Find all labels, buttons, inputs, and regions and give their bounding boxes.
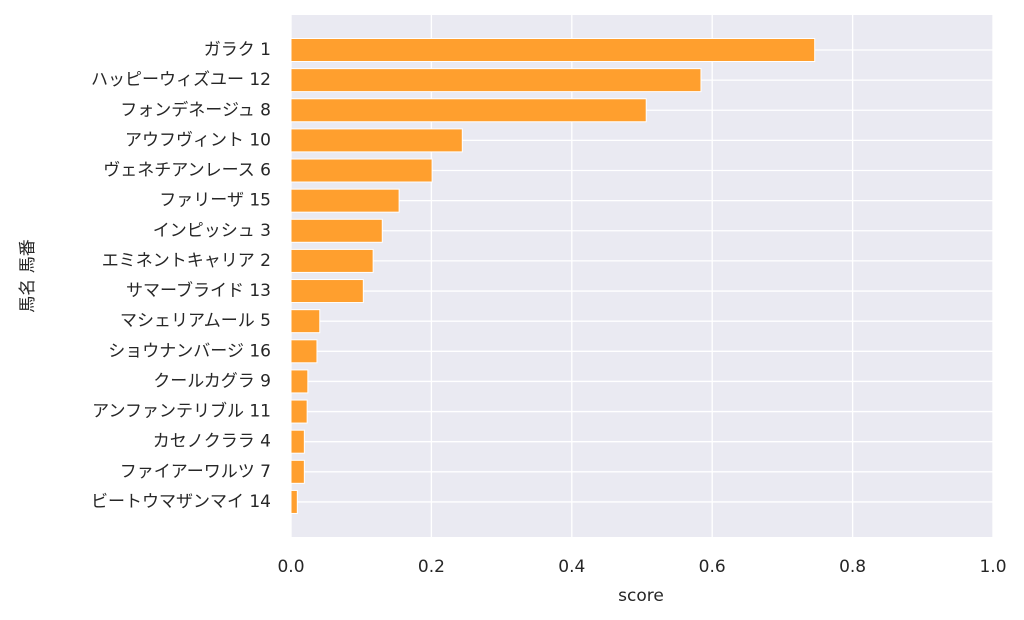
bar [290, 459, 305, 484]
y-tick-label: ビートウマザンマイ 14 [91, 492, 271, 512]
y-tick-label: ヴェネチアンレース 6 [103, 161, 271, 181]
y-tick-label: フォンデネージュ 8 [120, 99, 271, 120]
bar [290, 429, 305, 454]
y-tick-label: ガラク 1 [204, 40, 271, 60]
y-tick-label: インピッシュ 3 [153, 221, 271, 241]
y-tick-label: ハッピーウィズユー 12 [91, 70, 271, 90]
plot-background [291, 15, 993, 537]
bar [290, 309, 321, 334]
y-tick-label: マシェリアムール 5 [120, 311, 271, 331]
y-tick-label: エミネントキャリア 2 [102, 251, 271, 271]
y-tick-label: ファリーザ 15 [159, 191, 271, 211]
y-tick-label: カセノクララ 4 [153, 432, 271, 452]
bar [290, 188, 400, 213]
y-axis-label: 馬名 馬番 [18, 239, 38, 312]
x-tick-label: 0.4 [558, 557, 585, 577]
y-tick-label: ファイアーワルツ 7 [120, 462, 271, 482]
x-tick-label: 0.6 [699, 557, 726, 577]
y-tick-label: クールカグラ 9 [153, 371, 271, 391]
y-tick-label: アンファンテリブル 11 [92, 401, 271, 422]
bar [290, 68, 702, 93]
x-tick-label: 0.0 [277, 557, 304, 577]
x-tick-label: 1.0 [979, 557, 1006, 577]
bar [290, 279, 364, 304]
bar [290, 248, 374, 273]
bar [290, 339, 318, 364]
x-tick-label: 0.8 [839, 557, 866, 577]
bar [290, 369, 309, 394]
bar [290, 38, 816, 62]
bar [290, 158, 433, 183]
bar [290, 98, 647, 123]
bar [290, 399, 308, 424]
x-axis-label: score [618, 586, 664, 606]
bar [290, 218, 383, 243]
y-tick-label: サマーブライド 13 [126, 280, 271, 301]
bar [290, 128, 463, 153]
y-tick-label: アウフヴィント 10 [125, 130, 271, 150]
y-tick-label: ショウナンバージ 16 [108, 341, 271, 361]
x-tick-label: 0.2 [418, 557, 445, 577]
bar [290, 489, 298, 514]
